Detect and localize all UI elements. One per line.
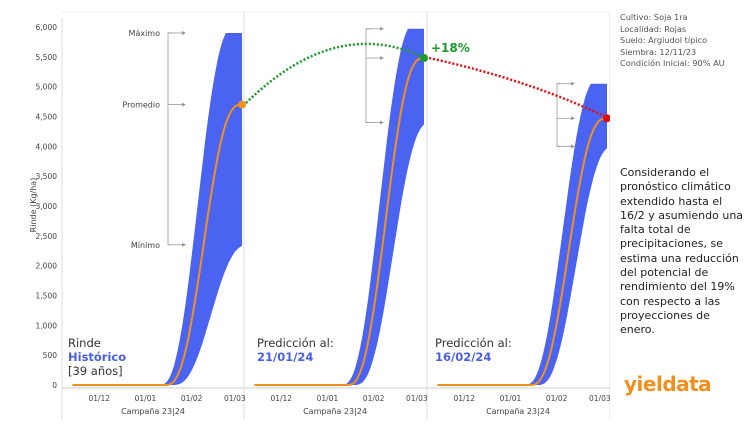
arrow-head-icon [182,102,186,107]
decrease-trend-line [428,56,609,120]
mean-yield-line [72,103,242,386]
yieldata-logo: yieldata [624,372,712,396]
x-axis-title: Campaña 23|24 [121,407,185,416]
caption-subtitle: Histórico [68,350,127,364]
panel-caption-prediccion-1: Predicción al: 21/01/24 [257,336,334,364]
caption-title: Predicción al: [257,336,334,350]
x-tick-label: 01/03 [406,394,428,403]
caption-extra: [39 años] [68,364,123,378]
arrow-head-icon [380,120,384,125]
y-tick-label: 2,000 [36,262,58,271]
arrow-head-icon [182,30,186,35]
increase-percent-label: +18% [431,41,470,55]
arrow-head-icon [571,144,575,149]
yield-chart: 0 500 1,000 1,500 2,000 2,500 3,000 3,500 4,000 4… [29,11,610,420]
y-tick-label: 4,000 [36,142,58,151]
bracket-label: Mínimo [131,241,160,250]
x-tick-label: 01/02 [181,394,203,403]
x-tick-label: 01/12 [453,394,475,403]
bracket-label: Máximo [129,29,161,38]
final-yield-marker [238,100,246,109]
y-tick-label: 6,000 [36,23,58,32]
y-tick-label: 5,500 [36,53,58,62]
caption-title: Predicción al: [435,336,512,350]
info-sowing: Siembra: 12/11/23 [620,46,697,57]
arrow-head-icon [571,81,575,86]
y-tick-label: 4,500 [36,113,58,122]
crop-info: Cultivo: Soja 1ra Localidad: Rojas Suelo… [620,12,725,70]
x-axis-title: Campaña 23|24 [303,407,367,416]
x-axis-title: Campaña 23|24 [486,407,550,416]
y-tick-label: 1,500 [36,292,58,301]
panel-caption-prediccion-2: Predicción al: 16/02/24 [435,336,512,364]
x-tick-label: 01/01 [317,394,339,403]
arrow-head-icon [182,242,186,247]
x-tick-label: 01/12 [270,394,292,403]
panel-caption-historico: Rinde Histórico [39 años] [68,336,126,378]
arrow-head-icon [380,56,384,61]
arrow-head-icon [380,26,384,31]
y-tick-label: 3,500 [36,172,58,181]
range-bracket [167,32,172,246]
y-tick-label: 0 [52,381,57,390]
caption-title: Rinde [68,336,101,350]
yield-range-band [72,33,243,385]
x-tick-label: 01/01 [135,394,157,403]
y-tick-label: 2,500 [36,232,58,241]
bracket-label: Promedio [122,101,160,110]
mean-yield-line [254,57,424,386]
x-tick-label: 01/02 [546,394,568,403]
caption-subtitle: 16/02/24 [435,350,492,364]
x-tick-label: 01/03 [224,394,246,403]
info-crop: Cultivo: Soja 1ra [620,12,688,22]
y-axis-title: Rinde (Kg/ha) [29,178,38,233]
info-soil: Suelo: Argiudol típico [620,35,708,45]
x-tick-label: 01/12 [88,394,110,403]
y-tick-label: 5,000 [36,83,58,92]
y-tick-label: 1,000 [36,321,58,330]
mean-yield-line [437,117,607,386]
x-tick-label: 01/01 [500,394,522,403]
x-tick-label: 01/03 [589,394,610,403]
arrow-head-icon [571,116,575,121]
caption-subtitle: 21/01/24 [257,350,314,364]
yield-range-band [254,28,424,386]
x-tick-label: 01/02 [363,394,385,403]
yield-range-band [437,83,607,385]
increase-trend-line [245,42,426,104]
y-tick-label: 3,000 [36,202,58,211]
forecast-note: Considerando el pronóstico climático ext… [620,166,744,337]
info-initial-condition: Condición Inicial: 90% AU [620,58,725,68]
y-tick-label: 500 [43,351,58,360]
range-bracket [556,83,561,147]
info-location: Localidad: Rojas [620,23,687,34]
